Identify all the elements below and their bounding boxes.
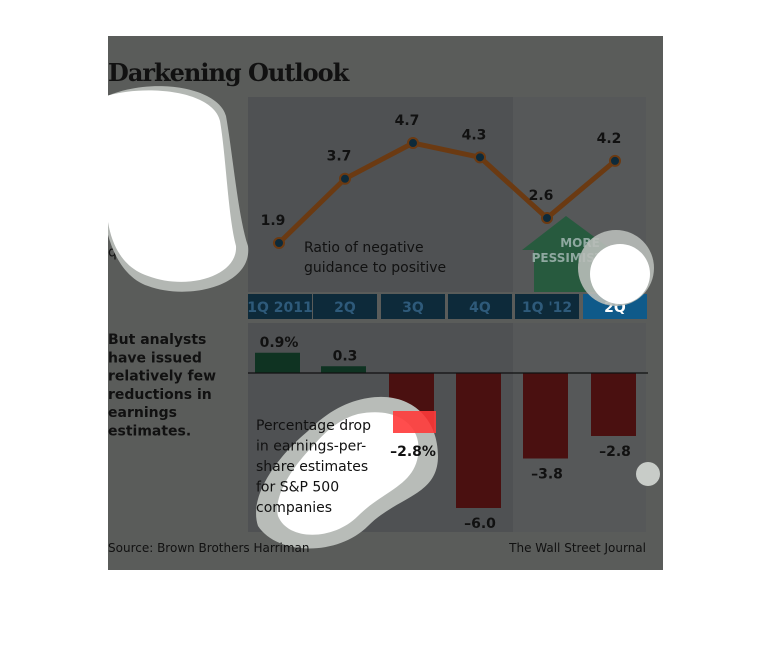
line-annotation-line: guidance to positive (304, 260, 446, 276)
line-series (273, 137, 621, 249)
highlight-circle-right-inner (590, 244, 650, 304)
line-point (273, 237, 285, 249)
second-text: But analysts have issued relatively few red… (108, 332, 216, 440)
bar-annotation-line: in earnings-per- (256, 439, 366, 455)
ratio-line (277, 140, 617, 245)
chart-title: Darkening Outlook (108, 58, 351, 87)
bar-data-label: –6.0 (464, 516, 496, 532)
eps-bar (456, 373, 501, 508)
bar-data-label: –2.8 (599, 444, 631, 460)
eps-bar (591, 373, 636, 436)
second-text-line: estimates. (108, 424, 191, 440)
credit: The Wall Street Journal (508, 541, 646, 555)
line-point (407, 137, 419, 150)
line-data-labels: 1.9 3.7 4.7 4.3 2.6 4.2 (261, 113, 622, 229)
line-data-label: 4.7 (395, 113, 420, 129)
bar-data-label: 0.9% (260, 335, 299, 351)
highlight-blob-left-inner (108, 90, 237, 282)
highlighted-bar-segment (393, 411, 436, 433)
second-text-line: relatively few (108, 369, 216, 385)
eps-bar (523, 373, 568, 459)
bar-data-label: 0.3 (333, 348, 358, 364)
line-point (541, 212, 553, 225)
category-cell (313, 294, 377, 319)
second-text-line: But analysts (108, 332, 206, 348)
chart-card: Darkening Outlook Profit warningsfrom co… (108, 36, 663, 570)
line-data-label: 2.6 (529, 188, 554, 204)
bar-data-label: –3.8 (531, 467, 563, 483)
category-cell (448, 294, 512, 319)
bar-annotation-line: for S&P 500 (256, 480, 339, 496)
highlight-dot (636, 462, 660, 486)
panel-2011-top (248, 97, 513, 292)
bar-annotation-line: companies (256, 500, 332, 516)
bar-annotation: Percentage drop in earnings-per-share est… (256, 418, 371, 516)
category-label: 4Q (469, 300, 491, 316)
bar-data-labels: 0.9% 0.3 –2.8% –6.0 –3.8 –2.8 (260, 335, 631, 532)
line-annotation: Ratio of negative guidance to positive (304, 240, 446, 276)
category-label: 2Q (334, 300, 356, 316)
bar-data-label: –2.8% (390, 444, 436, 460)
line-data-label: 4.3 (462, 127, 487, 143)
category-cell (381, 294, 445, 319)
source-note: Source: Brown Brothers Harriman (108, 541, 310, 555)
second-text-line: earnings (108, 405, 177, 421)
category-label: 1Q 2011 (247, 300, 312, 316)
bar-annotation-line: Percentage drop (256, 418, 371, 434)
chart-svg: Darkening Outlook Profit warningsfrom co… (108, 58, 660, 555)
line-annotation-line: Ratio of negative (304, 240, 424, 256)
line-data-label: 4.2 (597, 131, 622, 147)
line-point (609, 154, 621, 167)
line-point (474, 151, 486, 164)
eps-bar (255, 352, 300, 373)
category-label: 3Q (402, 300, 424, 316)
line-point (339, 172, 351, 185)
eps-bar (321, 366, 366, 373)
line-data-label: 3.7 (327, 149, 352, 165)
second-text-line: have issued (108, 350, 202, 366)
bar-annotation-line: share estimates (256, 459, 368, 475)
line-data-label: 1.9 (261, 213, 286, 229)
category-axis: 1Q 2011 2Q 3Q 4Q 1Q '12 2Q (247, 294, 647, 319)
category-cell (515, 294, 579, 319)
highlight-blob-bottom-inner (277, 412, 419, 535)
category-label: 1Q '12 (522, 300, 572, 316)
second-text-line: reductions in (108, 387, 212, 403)
category-cell (248, 294, 312, 319)
